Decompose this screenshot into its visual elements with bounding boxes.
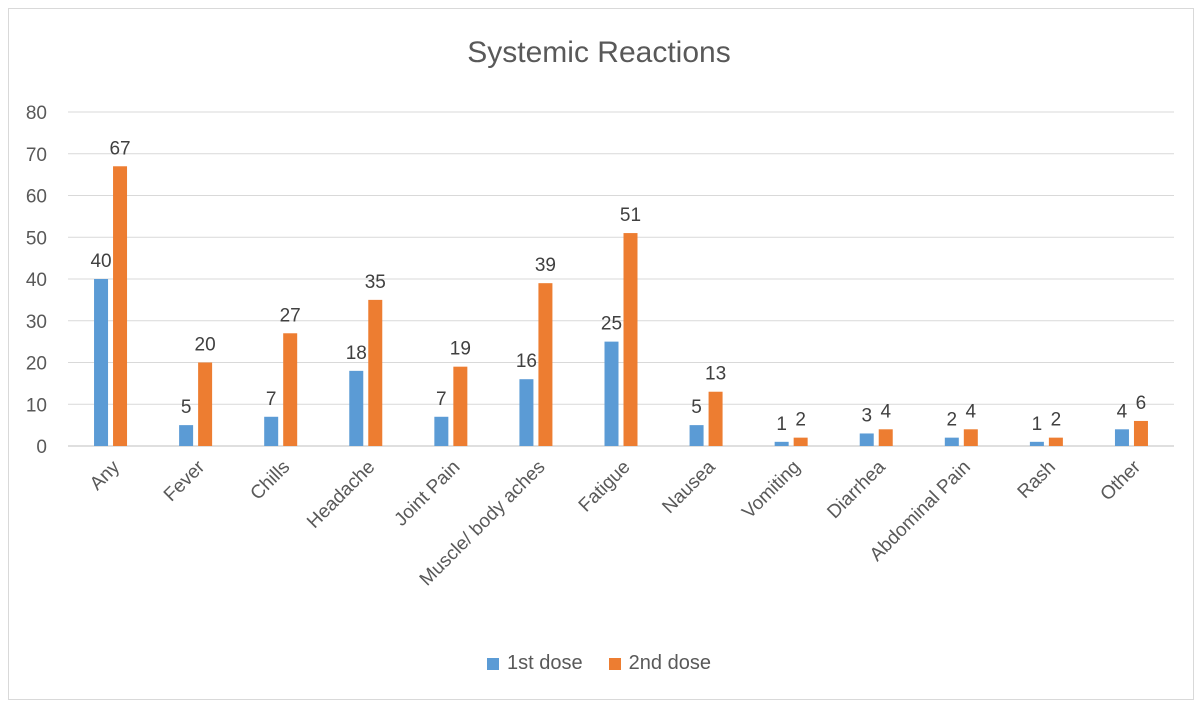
bar-dose1 (604, 341, 619, 446)
data-label-dose1: 1 (1032, 414, 1043, 435)
bar-dose1 (349, 370, 364, 446)
data-label-dose1: 7 (436, 389, 447, 410)
bar-dose1 (944, 437, 959, 446)
legend: 1st dose 2nd dose (0, 652, 1198, 675)
bar-dose2 (1048, 437, 1063, 446)
x-tick-label: Headache (303, 457, 379, 533)
data-label-dose2: 67 (109, 138, 130, 159)
bar-dose2 (368, 299, 383, 446)
bar-dose1 (774, 441, 789, 446)
x-tick-label: Rash (1014, 457, 1060, 503)
data-label-dose1: 3 (861, 405, 872, 426)
data-label-dose2: 2 (795, 410, 806, 431)
data-label-dose2: 35 (365, 272, 386, 293)
data-label-dose1: 5 (181, 397, 192, 418)
bar-dose2 (963, 429, 978, 446)
bar-dose2 (113, 166, 128, 446)
bar-dose2 (198, 362, 213, 446)
data-label-dose1: 5 (691, 397, 702, 418)
bar-dose1 (179, 425, 194, 446)
data-label-dose1: 25 (601, 314, 622, 335)
bar-dose1 (689, 425, 704, 446)
bar-dose1 (519, 379, 534, 446)
y-tick-label: 20 (26, 354, 47, 375)
x-tick-label: Joint Pain (391, 457, 465, 531)
x-tick-label: Other (1097, 456, 1146, 505)
data-label-dose2: 27 (280, 305, 301, 326)
bar-dose1 (1114, 429, 1129, 446)
bar-dose2 (623, 233, 638, 446)
x-tick-label: Vomiting (738, 457, 804, 523)
data-label-dose1: 7 (266, 389, 277, 410)
bar-dose1 (264, 416, 279, 446)
bar-dose2 (878, 429, 893, 446)
x-tick-label: Nausea (658, 456, 719, 517)
y-tick-label: 70 (26, 145, 47, 166)
bar-dose2 (283, 333, 298, 446)
y-tick-label: 0 (36, 437, 47, 458)
y-tick-label: 10 (26, 395, 47, 416)
legend-item-2nd-dose: 2nd dose (608, 652, 711, 675)
data-label-dose2: 13 (705, 364, 726, 385)
data-label-dose2: 4 (966, 401, 977, 422)
data-label-dose2: 39 (535, 255, 556, 276)
bar-dose2 (453, 366, 468, 446)
chart-frame (8, 8, 1194, 700)
data-label-dose1: 1 (776, 414, 787, 435)
data-label-dose1: 18 (346, 343, 367, 364)
data-label-dose2: 19 (450, 339, 471, 360)
data-label-dose1: 16 (516, 351, 537, 372)
data-label-dose2: 51 (620, 205, 641, 226)
bar-dose2 (708, 391, 723, 446)
data-label-dose2: 6 (1136, 393, 1147, 414)
bar-dose1 (434, 416, 449, 446)
data-label-dose1: 4 (1117, 401, 1128, 422)
y-tick-label: 80 (26, 103, 47, 124)
data-label-dose2: 2 (1051, 410, 1062, 431)
legend-label-2nd-dose: 2nd dose (628, 652, 711, 674)
y-tick-label: 40 (26, 270, 47, 291)
y-tick-label: 30 (26, 312, 47, 333)
legend-item-1st-dose: 1st dose (487, 652, 583, 675)
x-tick-label: Fatigue (575, 457, 635, 517)
bar-dose1 (1029, 441, 1044, 446)
legend-label-1st-dose: 1st dose (507, 652, 583, 674)
y-tick-label: 50 (26, 228, 47, 249)
data-label-dose1: 40 (90, 251, 111, 272)
data-label-dose2: 20 (195, 335, 216, 356)
bar-dose2 (793, 437, 808, 446)
bar-dose1 (94, 279, 109, 446)
bar-dose2 (538, 283, 553, 446)
x-tick-label: Chills (247, 457, 295, 505)
x-tick-label: Any (86, 456, 124, 494)
bar-dose2 (1133, 420, 1148, 446)
x-tick-label: Diarrhea (823, 456, 890, 523)
y-tick-label: 60 (26, 187, 47, 208)
chart-title: Systemic Reactions (467, 36, 731, 69)
bar-dose1 (859, 433, 874, 446)
data-label-dose2: 4 (880, 401, 891, 422)
legend-swatch-1st-dose (487, 657, 500, 670)
legend-swatch-2nd-dose (608, 657, 621, 670)
x-tick-label: Fever (160, 456, 210, 506)
data-label-dose1: 2 (947, 410, 958, 431)
